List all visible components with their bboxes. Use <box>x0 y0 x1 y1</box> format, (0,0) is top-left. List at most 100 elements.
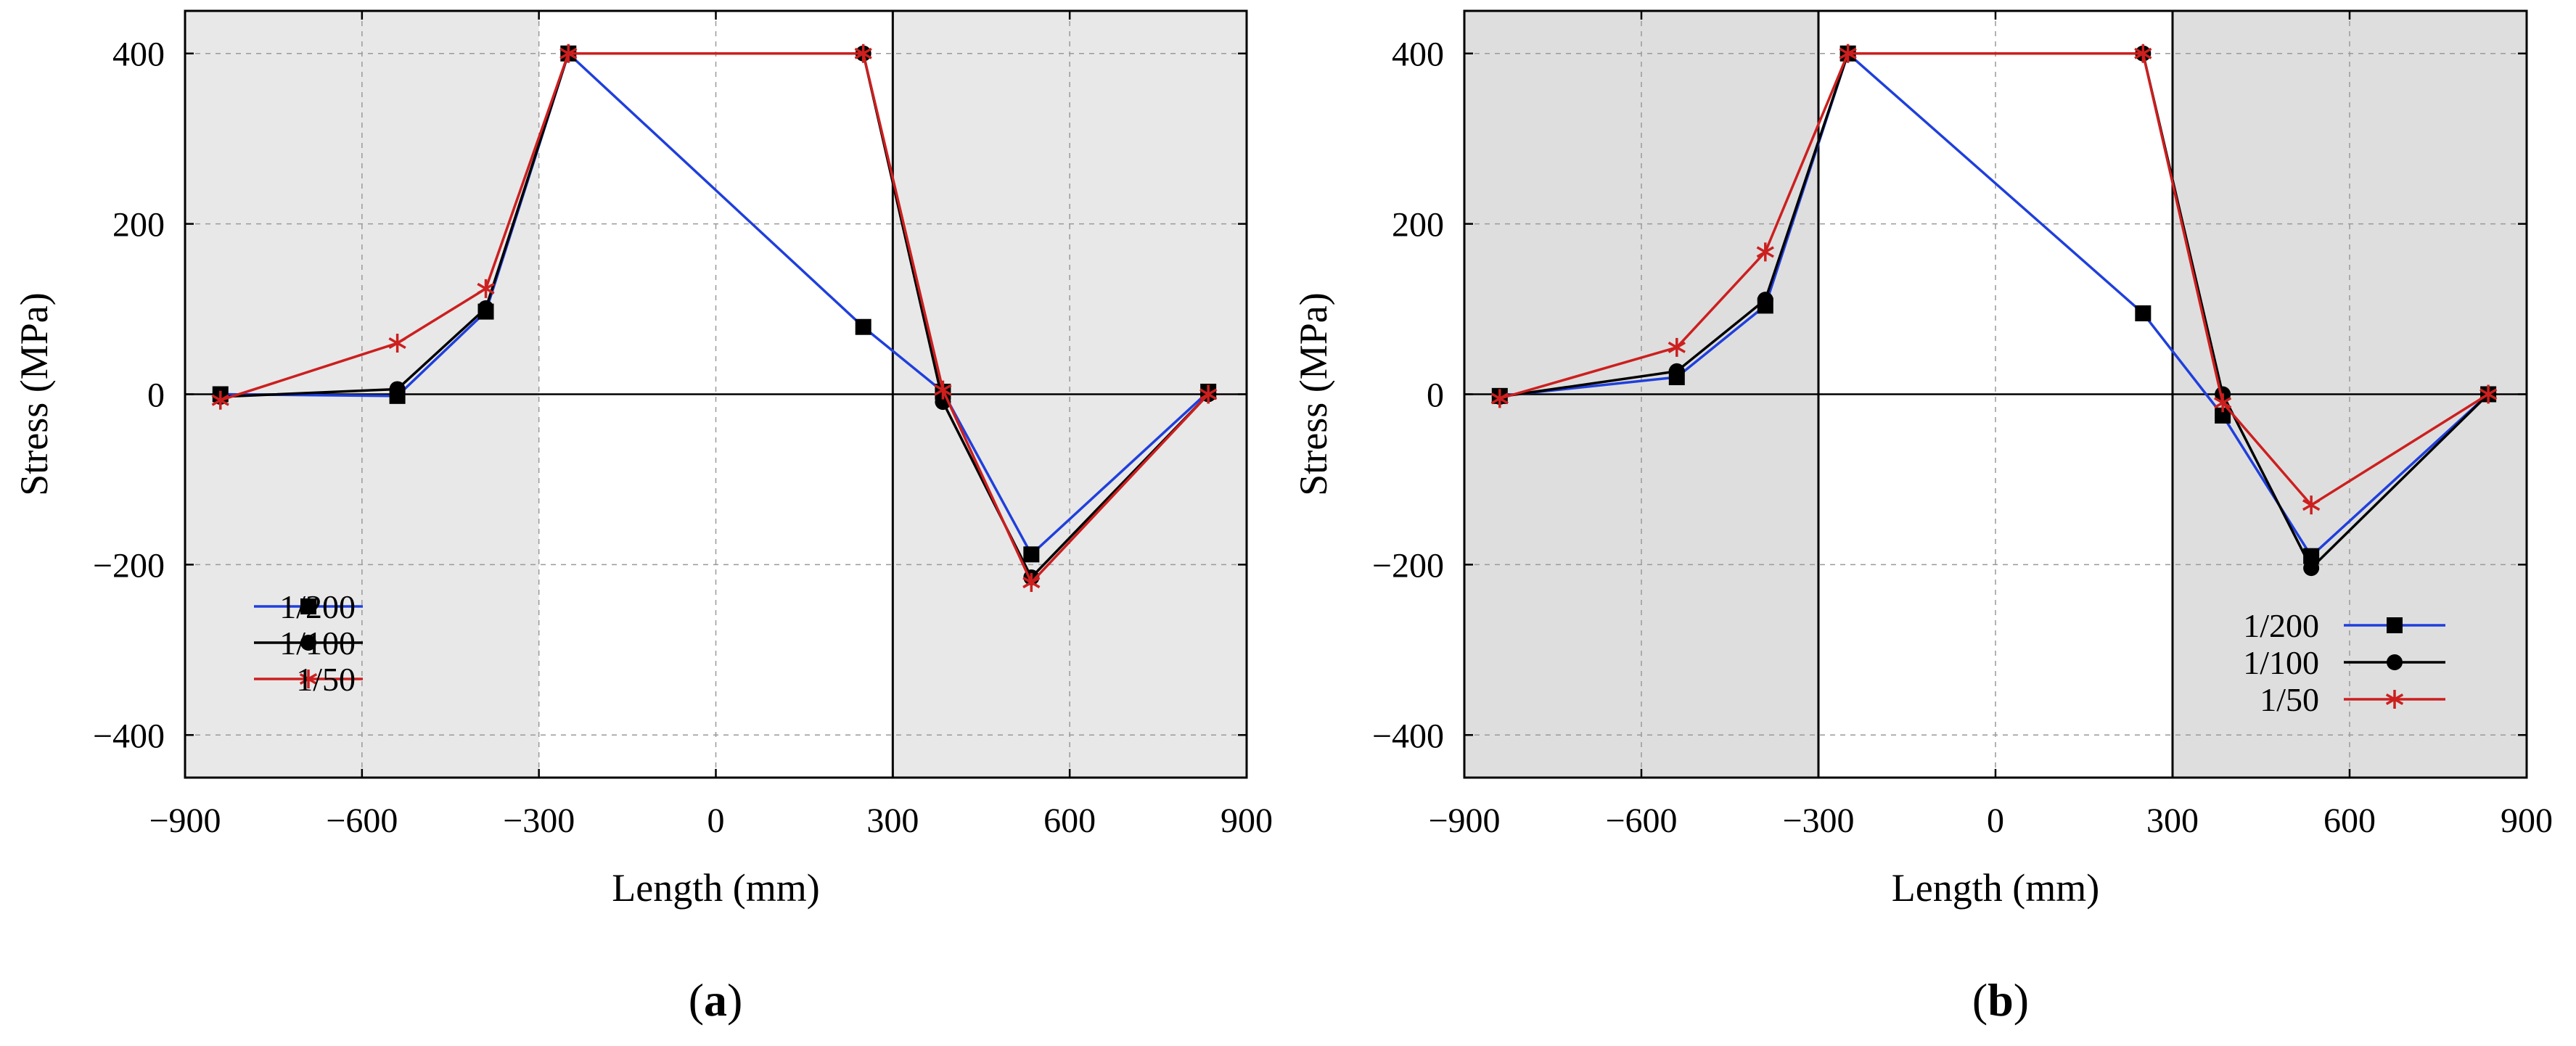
y-tick-label: −200 <box>93 546 165 585</box>
y-tick-label: 400 <box>1392 36 1444 74</box>
x-tick-label: 600 <box>1043 802 1096 840</box>
panel-letter: b <box>1988 974 2014 1026</box>
x-tick-label: −300 <box>503 802 575 840</box>
data-point-1-100 <box>2303 560 2320 577</box>
x-tick-label: 300 <box>2146 802 2199 840</box>
data-point-1-50 <box>1756 242 1774 262</box>
y-tick-label: −400 <box>93 717 165 755</box>
data-point-1-50-stroke <box>1668 341 1686 353</box>
legend-marker <box>299 670 318 688</box>
y-tick-label: 200 <box>1392 206 1444 244</box>
x-tick-label: 0 <box>707 802 725 840</box>
data-point-1-50-stroke <box>854 47 872 59</box>
data-point-1-50-stroke <box>1756 246 1774 258</box>
y-tick-label: 0 <box>1427 376 1444 415</box>
legend-label: 1/50 <box>2260 681 2319 718</box>
legend-marker <box>2387 654 2403 670</box>
data-point-1-50 <box>854 44 872 63</box>
series-line-1-50 <box>1499 52 2490 506</box>
series-line-1-200 <box>220 52 1210 556</box>
legend-label: 1/100 <box>2243 644 2319 681</box>
y-tick-label: −200 <box>1372 546 1444 585</box>
legend-marker <box>300 598 316 614</box>
data-point-1-50-stroke <box>1022 577 1041 589</box>
x-tick-label: −600 <box>326 802 398 840</box>
x-axis-title: Length (mm) <box>1892 866 2099 910</box>
data-point-1-100 <box>1757 292 1773 308</box>
x-tick-label: 0 <box>1987 802 2004 840</box>
data-point-1-50 <box>1839 44 1857 63</box>
data-point-1-50 <box>1668 337 1686 357</box>
data-point-1-200 <box>855 318 871 335</box>
data-point-1-50-stroke <box>2213 397 2232 409</box>
legend-marker <box>2385 690 2404 709</box>
legend-item-1-50: 1/50 <box>254 661 363 698</box>
series-line-1-50 <box>220 52 1210 584</box>
panel-caption: (a) <box>689 974 743 1026</box>
legend-label: 1/200 <box>2243 607 2319 644</box>
legend-item-1-100: 1/100 <box>2243 644 2445 681</box>
data-point-1-50-stroke <box>2134 47 2152 59</box>
x-tick-label: −900 <box>149 802 221 840</box>
data-point-1-50 <box>211 390 229 410</box>
legend-item-1-200: 1/200 <box>254 588 363 625</box>
data-point-1-50 <box>2479 384 2498 404</box>
series-line-1-200 <box>1499 52 2490 558</box>
y-tick-label: 200 <box>112 206 165 244</box>
data-point-1-50-stroke <box>1839 47 1857 59</box>
x-axis-title: Length (mm) <box>612 866 819 910</box>
data-point-1-200 <box>2215 407 2231 424</box>
x-tick-label: 900 <box>1221 802 1273 840</box>
y-tick-label: 400 <box>112 36 165 74</box>
data-point-1-50 <box>1199 384 1218 404</box>
chart-panel-b: −900 −600 −300 0 300 600 900 −400 −200 0 200 400 Len… <box>1292 9 2553 1026</box>
y-tick-label: 0 <box>147 376 165 415</box>
x-tick-label: 600 <box>2323 802 2376 840</box>
data-point-1-50 <box>388 334 406 353</box>
data-point-1-50-stroke <box>934 384 952 396</box>
data-point-1-50-stroke <box>1490 392 1509 405</box>
data-point-1-50 <box>1490 389 1509 408</box>
y-axis-title: Stress (MPa) <box>1292 292 1335 496</box>
data-point-1-100 <box>1668 363 1685 379</box>
legend-label: 1/200 <box>279 588 356 625</box>
legend-marker <box>2387 617 2403 633</box>
x-tick-label: −900 <box>1428 802 1500 840</box>
legend-marker <box>300 635 316 651</box>
x-tick-label: 900 <box>2501 802 2553 840</box>
data-point-1-200 <box>1023 546 1040 563</box>
legend-label: 1/100 <box>279 625 356 662</box>
panel-letter: a <box>704 974 727 1026</box>
data-point-1-50 <box>934 380 952 400</box>
y-axis-title: Stress (MPa) <box>12 292 56 496</box>
x-tick-label: −600 <box>1605 802 1677 840</box>
data-point-1-50 <box>559 44 578 63</box>
data-point-1-50-stroke <box>211 394 229 406</box>
data-point-1-50 <box>477 279 495 298</box>
legend-label: 1/50 <box>296 661 356 698</box>
chart-panel-a: −900 −600 −300 0 300 600 900 −400 −200 0 200 400 Len… <box>12 9 1273 1026</box>
data-point-1-50 <box>2213 393 2232 413</box>
data-point-1-50-stroke <box>559 47 578 59</box>
legend-marker-stroke <box>299 672 318 685</box>
x-tick-label: −300 <box>1782 802 1854 840</box>
x-tick-label: 300 <box>866 802 919 840</box>
data-point-1-50-stroke <box>477 282 495 295</box>
data-point-1-50-stroke <box>1199 388 1218 400</box>
y-tick-label: −400 <box>1372 717 1444 755</box>
legend-item-1-200: 1/200 <box>2243 607 2445 644</box>
legend-item-1-50: 1/50 <box>2260 681 2445 718</box>
data-point-1-50-stroke <box>388 337 406 350</box>
legend-item-1-100: 1/100 <box>254 625 363 662</box>
data-point-1-100 <box>477 300 494 316</box>
legend-marker-stroke <box>2385 693 2404 706</box>
data-point-1-100 <box>389 381 406 398</box>
data-point-1-50 <box>2134 44 2152 63</box>
data-point-1-50 <box>2302 495 2321 515</box>
data-point-1-50 <box>1022 573 1041 593</box>
panel-caption: (b) <box>1972 974 2029 1026</box>
data-point-1-50-stroke <box>2479 388 2498 400</box>
